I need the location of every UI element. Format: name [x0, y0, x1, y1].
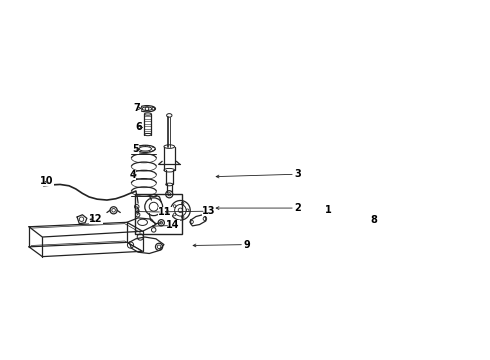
Text: 7: 7 [134, 103, 141, 113]
Text: 1: 1 [325, 205, 332, 215]
Text: 4: 4 [129, 170, 136, 180]
Text: 2: 2 [294, 203, 301, 213]
Text: 8: 8 [371, 215, 378, 225]
Text: 11: 11 [158, 207, 172, 217]
Bar [135, 194, 182, 234]
Text: 14: 14 [166, 220, 180, 230]
Text: 9: 9 [244, 240, 250, 249]
Text: 5: 5 [132, 144, 139, 154]
Text: 3: 3 [294, 169, 301, 179]
Text: 10: 10 [40, 176, 53, 186]
Text: 12: 12 [89, 214, 102, 224]
Text: 13: 13 [202, 206, 215, 216]
Text: 6: 6 [136, 122, 143, 132]
